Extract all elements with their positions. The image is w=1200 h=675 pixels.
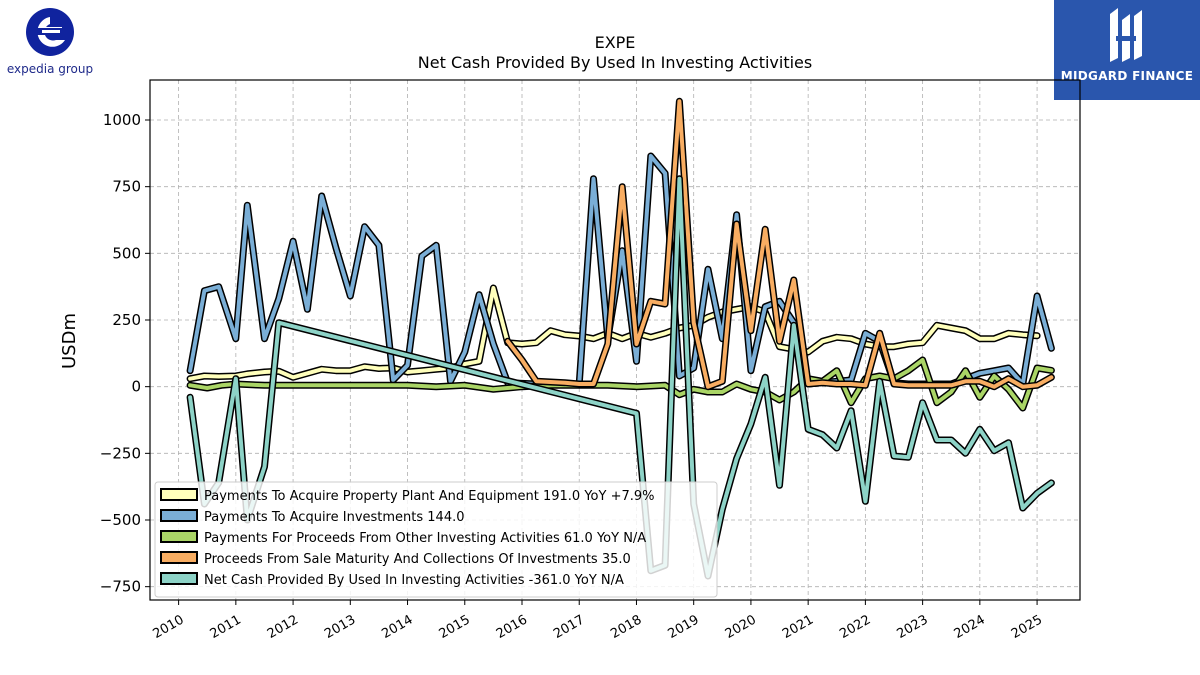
x-tick-label: 2018 [608, 612, 644, 642]
expedia-group-logo: expedia group [0, 0, 100, 80]
y-tick-label: 250 [112, 311, 141, 329]
legend-swatch [160, 488, 198, 501]
y-tick-label: −500 [100, 511, 141, 529]
legend-box [154, 481, 718, 598]
x-tick-label: 2016 [494, 612, 530, 642]
legend-swatch [160, 509, 198, 522]
midgard-logo-icon [1110, 8, 1142, 62]
legend: Payments To Acquire Property Plant And E… [154, 481, 718, 598]
series-line-2 [188, 358, 1054, 410]
x-axis-ticks: 2010 2011 2012 2013 2014 2015 2016 2017 2018 2019… [150, 600, 1045, 642]
chart-title: EXPE [595, 33, 636, 52]
y-tick-label: 750 [112, 178, 141, 196]
x-tick-label: 2014 [379, 612, 415, 642]
midgard-finance-logo: MIDGARD FINANCE [1054, 0, 1200, 100]
plot-frame [149, 79, 1081, 601]
y-tick-label: 0 [131, 378, 141, 396]
midgard-logo-text: MIDGARD FINANCE [1060, 69, 1194, 83]
x-tick-label: 2024 [952, 612, 988, 642]
y-axis-ticks: −750 −500 −250 0 250 500 750 1000 [100, 111, 150, 596]
y-axis-label: USDm [59, 313, 80, 369]
x-tick-label: 2017 [551, 612, 587, 642]
x-tick-label: 2021 [780, 612, 816, 642]
x-tick-label: 2023 [894, 612, 930, 642]
y-tick-label: 1000 [103, 111, 141, 129]
y-tick-label: 500 [112, 244, 141, 262]
expedia-logo-icon [26, 8, 74, 56]
x-tick-label: 2025 [1009, 612, 1045, 642]
x-tick-label: 2012 [265, 612, 301, 642]
expedia-logo-text: expedia group [6, 62, 94, 76]
y-tick-label: −750 [100, 578, 141, 596]
legend-entry: Net Cash Provided By Used In Investing A… [204, 573, 624, 588]
legend-swatch [160, 530, 198, 543]
x-tick-label: 2011 [208, 612, 244, 642]
legend-swatch [160, 572, 198, 585]
x-tick-label: 2020 [723, 612, 759, 642]
x-tick-label: 2010 [150, 612, 186, 642]
legend-entry: Payments To Acquire Property Plant And E… [204, 489, 655, 504]
legend-entry: Proceeds From Sale Maturity And Collecti… [204, 552, 631, 567]
x-tick-label: 2019 [666, 612, 702, 642]
series-line-3 [505, 99, 1054, 389]
legend-entry: Payments To Acquire Investments 144.0 [204, 510, 465, 525]
legend-entry: Payments For Proceeds From Other Investi… [204, 531, 646, 546]
x-tick-label: 2013 [322, 612, 358, 642]
series-lines [186, 97, 1055, 580]
series-line-4 [188, 176, 1054, 578]
y-tick-label: −250 [100, 444, 141, 462]
chart-subtitle: Net Cash Provided By Used In Investing A… [418, 53, 812, 72]
legend-swatch [160, 551, 198, 564]
x-tick-label: 2022 [837, 612, 873, 642]
x-tick-label: 2015 [437, 612, 473, 642]
series-line-0 [188, 286, 1040, 381]
